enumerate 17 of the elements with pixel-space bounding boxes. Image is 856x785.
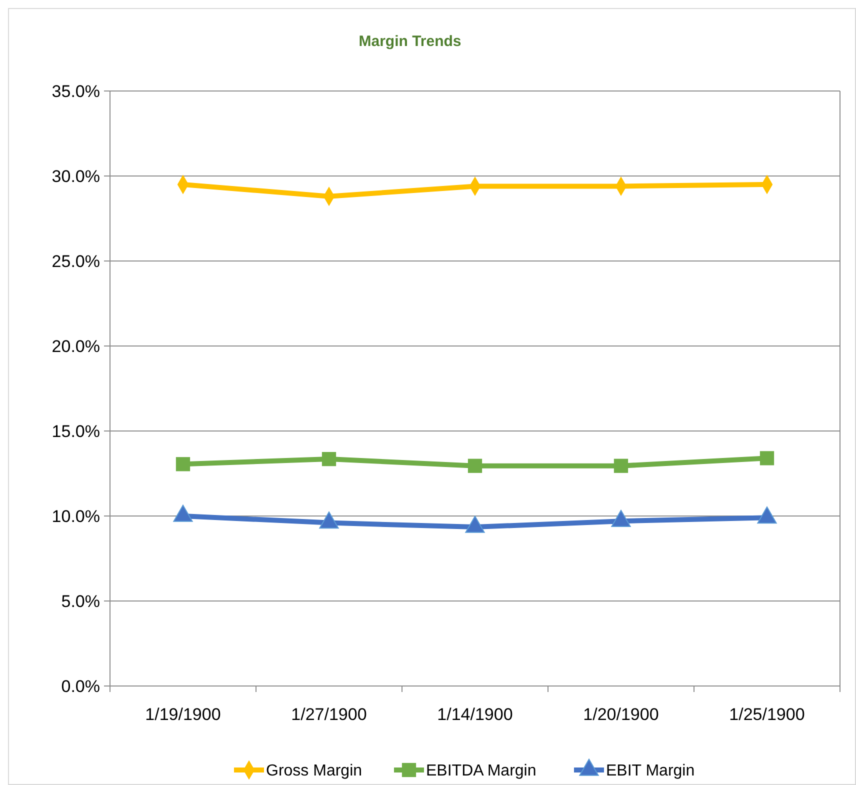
legend-label: EBIT Margin — [606, 762, 695, 780]
y-tick-label: 0.0% — [61, 676, 100, 696]
y-tick-label: 10.0% — [52, 506, 100, 526]
y-tick-label: 30.0% — [52, 166, 100, 186]
x-tick-label: 1/14/1900 — [437, 705, 513, 724]
x-tick-label: 1/25/1900 — [729, 705, 805, 724]
y-tick-label: 35.0% — [52, 82, 100, 101]
legend-label: EBITDA Margin — [426, 762, 536, 780]
y-tick-label: 5.0% — [61, 592, 100, 611]
legend-label: Gross Margin — [266, 762, 362, 780]
x-tick-label: 1/27/1900 — [291, 705, 367, 724]
chart-title: Margin Trends — [358, 33, 462, 50]
y-tick-label: 25.0% — [52, 252, 100, 271]
y-tick-label: 15.0% — [52, 422, 100, 441]
y-tick-label: 20.0% — [52, 336, 100, 356]
x-tick-label: 1/19/1900 — [145, 705, 221, 724]
x-tick-label: 1/20/1900 — [583, 705, 659, 724]
